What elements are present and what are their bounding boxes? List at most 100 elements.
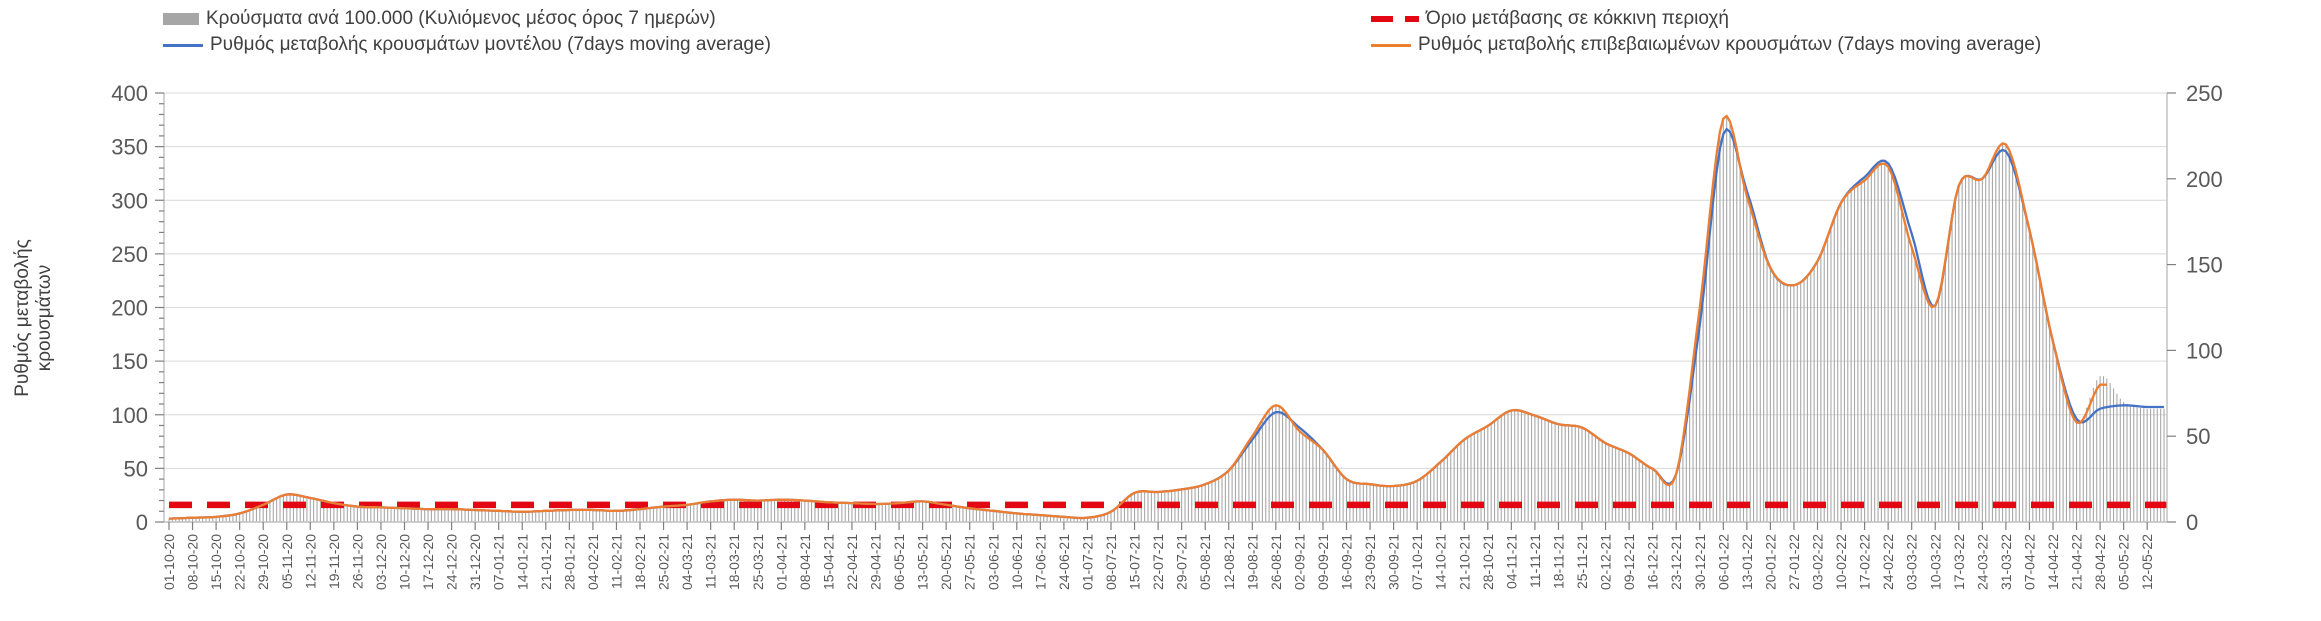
x-axis-ticks: 01-10-20 08-10-20 15-10-20 22-10-20 29-10-20… — [161, 522, 2155, 590]
x-tick-label: 17-03-22 — [1951, 534, 1967, 590]
gridlines — [164, 92, 2167, 469]
x-tick-label: 16-12-21 — [1645, 534, 1661, 590]
x-tick-label: 25-02-21 — [656, 534, 672, 590]
x-tick-label: 18-03-21 — [726, 534, 742, 590]
x-tick-label: 10-03-22 — [1927, 534, 1943, 590]
legend-label-threshold: Όριο μετάβασης σε κόκκινη περιοχή — [1426, 8, 1729, 29]
x-tick-label: 12-05-22 — [2139, 534, 2155, 590]
svg-text:200: 200 — [2186, 167, 2223, 192]
x-tick-label: 05-08-21 — [1197, 534, 1213, 590]
x-tick-label: 31-12-20 — [467, 534, 483, 590]
x-tick-label: 09-09-21 — [1315, 534, 1331, 590]
x-tick-label: 02-12-21 — [1598, 534, 1614, 590]
svg-text:250: 250 — [2186, 81, 2223, 106]
legend-label-model: Ρυθμός μεταβολής κρουσμάτων μοντέλου (7d… — [210, 34, 771, 55]
x-tick-label: 18-02-21 — [632, 534, 648, 590]
x-tick-label: 23-12-21 — [1668, 534, 1684, 590]
x-tick-label: 01-07-21 — [1079, 534, 1095, 590]
x-tick-label: 21-04-22 — [2069, 534, 2085, 590]
svg-text:150: 150 — [111, 349, 148, 374]
x-tick-label: 13-01-22 — [1739, 534, 1755, 590]
x-tick-label: 23-09-21 — [1362, 534, 1378, 590]
legend-label-confirmed: Ρυθμός μεταβολής επιβεβαιωμένων κρουσμάτ… — [1418, 34, 2042, 55]
x-tick-label: 05-11-20 — [279, 534, 295, 589]
x-tick-label: 26-11-20 — [349, 534, 365, 589]
x-tick-label: 14-01-21 — [514, 534, 530, 590]
x-tick-label: 30-12-21 — [1692, 534, 1708, 590]
confirmed-line-swatch-icon — [1371, 43, 1411, 47]
svg-text:350: 350 — [111, 135, 148, 160]
x-tick-label: 10-02-22 — [1833, 534, 1849, 590]
x-tick-label: 31-03-22 — [1998, 534, 2014, 590]
x-tick-label: 03-03-22 — [1904, 534, 1920, 590]
x-tick-label: 01-10-20 — [161, 534, 177, 590]
x-tick-label: 03-06-21 — [985, 534, 1001, 590]
legend-item-cases: Κρούσματα ανά 100.000 (Κυλιόμενος μέσος … — [163, 8, 716, 30]
x-tick-label: 11-02-21 — [608, 534, 624, 589]
legend-item-model: Ρυθμός μεταβολής κρουσμάτων μοντέλου (7d… — [163, 34, 771, 56]
x-tick-label: 04-02-21 — [585, 534, 601, 590]
svg-text:100: 100 — [2186, 338, 2223, 363]
x-tick-label: 24-03-22 — [1974, 534, 1990, 590]
x-tick-label: 24-06-21 — [1056, 534, 1072, 590]
x-tick-label: 10-12-20 — [397, 534, 413, 590]
x-tick-label: 10-06-21 — [1009, 534, 1025, 590]
x-tick-label: 22-10-20 — [232, 534, 248, 590]
x-tick-label: 17-12-20 — [420, 534, 436, 590]
x-tick-label: 21-01-21 — [538, 534, 554, 590]
confirmed-line — [168, 114, 2107, 520]
x-tick-label: 18-11-21 — [1550, 534, 1566, 589]
x-tick-label: 13-05-21 — [915, 534, 931, 590]
x-tick-label: 26-08-21 — [1268, 534, 1284, 590]
x-tick-label: 28-04-22 — [2092, 534, 2108, 590]
x-tick-label: 15-04-21 — [820, 534, 836, 590]
x-tick-label: 08-10-20 — [185, 534, 201, 590]
legend-label-cases: Κρούσματα ανά 100.000 (Κυλιόμενος μέσος … — [206, 8, 716, 29]
x-tick-label: 25-03-21 — [750, 534, 766, 590]
x-tick-label: 11-11-21 — [1527, 534, 1543, 588]
x-tick-label: 07-10-21 — [1409, 534, 1425, 590]
x-tick-label: 01-04-21 — [773, 534, 789, 590]
legend-item-threshold: Όριο μετάβασης σε κόκκινη περιοχή — [1371, 8, 1729, 30]
x-tick-label: 29-07-21 — [1174, 534, 1190, 590]
x-tick-label: 16-09-21 — [1339, 534, 1355, 590]
x-tick-label: 20-05-21 — [938, 534, 954, 590]
x-tick-label: 06-01-22 — [1715, 534, 1731, 590]
x-tick-label: 19-08-21 — [1244, 534, 1260, 590]
threshold-dash-swatch-icon — [1371, 16, 1419, 22]
x-tick-label: 14-04-22 — [2045, 534, 2061, 590]
x-tick-label: 24-12-20 — [444, 534, 460, 590]
svg-text:100: 100 — [111, 403, 148, 428]
x-tick-label: 04-03-21 — [679, 534, 695, 590]
x-tick-label: 25-11-21 — [1574, 534, 1590, 589]
svg-text:400: 400 — [111, 81, 148, 106]
svg-text:0: 0 — [2186, 510, 2198, 535]
x-tick-label: 14-10-21 — [1433, 534, 1449, 590]
x-tick-label: 30-09-21 — [1386, 534, 1402, 590]
x-tick-label: 08-04-21 — [797, 534, 813, 590]
svg-text:300: 300 — [111, 188, 148, 213]
x-tick-label: 11-03-21 — [703, 534, 719, 589]
svg-text:200: 200 — [111, 296, 148, 321]
svg-text:150: 150 — [2186, 253, 2223, 278]
x-tick-label: 07-01-21 — [491, 534, 507, 590]
x-tick-label: 12-11-20 — [302, 534, 318, 589]
x-tick-label: 24-02-22 — [1880, 534, 1896, 590]
right-axis-ticks: 0 50 100 150 200 250 — [2167, 81, 2223, 535]
x-tick-label: 12-08-21 — [1221, 534, 1237, 590]
x-tick-label: 28-01-21 — [561, 534, 577, 590]
model-line-swatch-icon — [163, 43, 203, 47]
x-tick-label: 20-01-22 — [1762, 534, 1778, 590]
x-tick-label: 27-05-21 — [962, 534, 978, 590]
y-axis-title: Ρυθμός μεταβολής κρουσμάτων — [12, 239, 55, 397]
x-tick-label: 06-05-21 — [891, 534, 907, 590]
x-tick-label: 29-04-21 — [868, 534, 884, 590]
x-tick-label: 03-02-22 — [1810, 534, 1826, 590]
x-tick-label: 02-09-21 — [1291, 534, 1307, 590]
x-tick-label: 17-02-22 — [1857, 534, 1873, 590]
x-tick-label: 08-07-21 — [1103, 534, 1119, 590]
x-tick-label: 27-01-22 — [1786, 534, 1802, 590]
x-tick-label: 19-11-20 — [326, 534, 342, 589]
